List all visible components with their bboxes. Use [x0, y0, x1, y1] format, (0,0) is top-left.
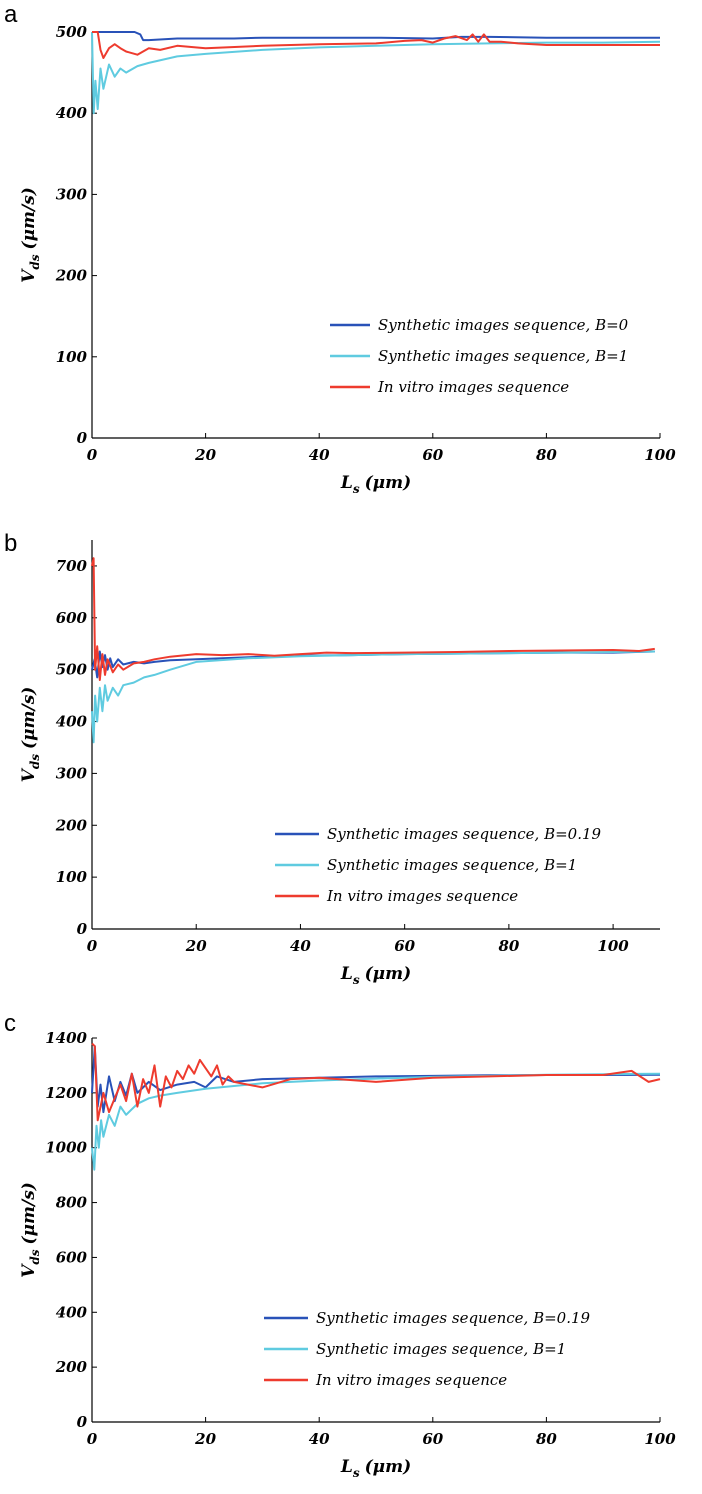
y-tick-label: 600 [56, 1248, 88, 1266]
x-tick-label: 80 [498, 937, 519, 955]
y-axis-label-unit: (μm/s) [19, 1182, 39, 1244]
x-axis-label-symbol: L [340, 473, 353, 493]
y-tick-label: 100 [56, 868, 88, 886]
x-tick-label: 100 [644, 1430, 676, 1448]
y-axis-label: Vds(μm/s) [19, 187, 42, 283]
legend-label-2: Synthetic images sequence, B=1 [327, 856, 577, 874]
x-tick-label: 60 [422, 446, 443, 464]
y-axis-label-unit: (μm/s) [19, 187, 39, 249]
panel-letter: c [4, 1010, 16, 1037]
x-tick-label: 100 [644, 446, 676, 464]
series-line-2 [92, 652, 655, 743]
panel-letter: b [4, 530, 17, 557]
y-tick-label: 400 [56, 1303, 88, 1321]
y-tick-label: 1400 [45, 1029, 87, 1047]
x-axis-label-unit: (μm) [365, 473, 412, 493]
x-tick-label: 80 [536, 446, 557, 464]
legend-label-3: In vitro images sequence [377, 378, 569, 396]
y-axis-label-subscript: ds [28, 254, 42, 269]
legend: Synthetic images sequence, B=0.19 Synthet… [264, 1309, 591, 1389]
y-tick-label: 300 [56, 185, 88, 203]
x-axis-label: Ls (μm) [340, 964, 411, 987]
legend-label-2: Synthetic images sequence, B=1 [378, 347, 628, 365]
x-axis-label: Ls (μm) [340, 473, 411, 496]
series-line-1 [92, 32, 660, 40]
legend-label-1: Synthetic images sequence, B=0 [378, 316, 629, 334]
panel-b: b 0 20 40 60 80 100 0 100 200 300 400 500 600 700 Ls (μm… [4, 530, 660, 987]
x-tick-label: 40 [309, 446, 330, 464]
y-tick-label: 200 [55, 1358, 88, 1376]
x-tick-label: 60 [422, 1430, 443, 1448]
x-axis-label-symbol: L [340, 1457, 353, 1477]
y-axis-label-subscript: ds [28, 754, 42, 769]
y-tick-label: 300 [56, 764, 88, 782]
y-tick-label: 400 [56, 104, 88, 122]
x-tick-label: 80 [536, 1430, 557, 1448]
y-tick-label: 500 [56, 23, 88, 41]
legend-label-1: Synthetic images sequence, B=0.19 [316, 1309, 591, 1327]
y-tick-label: 0 [77, 1413, 88, 1431]
panel-c: c0 20 40 60 80 1000200400600800100012001400Ls… [4, 1010, 676, 1480]
x-tick-label: 40 [309, 1430, 330, 1448]
panel-letter: a [4, 1, 18, 28]
y-tick-label: 600 [56, 609, 88, 627]
x-tick-label: 20 [194, 1430, 216, 1448]
y-tick-label: 1200 [45, 1084, 87, 1102]
x-tick-label: 0 [87, 446, 98, 464]
x-axis-label-unit: (μm) [365, 964, 412, 984]
x-axis-label-symbol: L [340, 964, 353, 984]
x-axis-label-subscript: s [353, 482, 360, 496]
y-axis-label: Vds(μm/s) [19, 1182, 42, 1278]
legend: Synthetic images sequence, B=0.19 Synthet… [275, 825, 602, 905]
x-tick-label: 0 [87, 937, 98, 955]
x-tick-label: 20 [185, 937, 207, 955]
y-tick-label: 500 [56, 661, 88, 679]
x-axis-label-unit: (μm) [365, 1457, 412, 1477]
x-tick-label: 20 [194, 446, 216, 464]
x-tick-label: 100 [597, 937, 629, 955]
y-tick-label: 0 [77, 429, 88, 447]
y-tick-label: 100 [56, 348, 88, 366]
y-axis-label: Vds(μm/s) [19, 687, 42, 783]
y-axis-label-unit: (μm/s) [19, 687, 39, 749]
x-tick-label: 60 [394, 937, 415, 955]
y-tick-label: 800 [56, 1194, 88, 1212]
y-tick-label: 1000 [45, 1139, 87, 1157]
y-tick-label: 400 [56, 713, 88, 731]
legend-label-3: In vitro images sequence [315, 1371, 507, 1389]
legend: Synthetic images sequence, B=0 Synthetic … [330, 316, 629, 396]
series-line-3 [92, 558, 655, 680]
legend-label-3: In vitro images sequence [326, 887, 518, 905]
x-axis-label-subscript: s [353, 1466, 360, 1480]
x-tick-label: 0 [87, 1430, 98, 1448]
legend-label-1: Synthetic images sequence, B=0.19 [327, 825, 602, 843]
y-tick-label: 700 [56, 557, 88, 575]
y-tick-label: 200 [55, 267, 88, 285]
series-line-2 [92, 1074, 660, 1170]
x-axis-label: Ls (μm) [340, 1457, 411, 1480]
x-tick-label: 40 [290, 937, 311, 955]
series-line-3 [92, 1044, 660, 1121]
y-tick-label: 0 [77, 920, 88, 938]
y-axis-label-subscript: ds [28, 1249, 42, 1264]
y-tick-label: 200 [55, 816, 88, 834]
x-axis-label-subscript: s [353, 973, 360, 987]
legend-label-2: Synthetic images sequence, B=1 [316, 1340, 566, 1358]
